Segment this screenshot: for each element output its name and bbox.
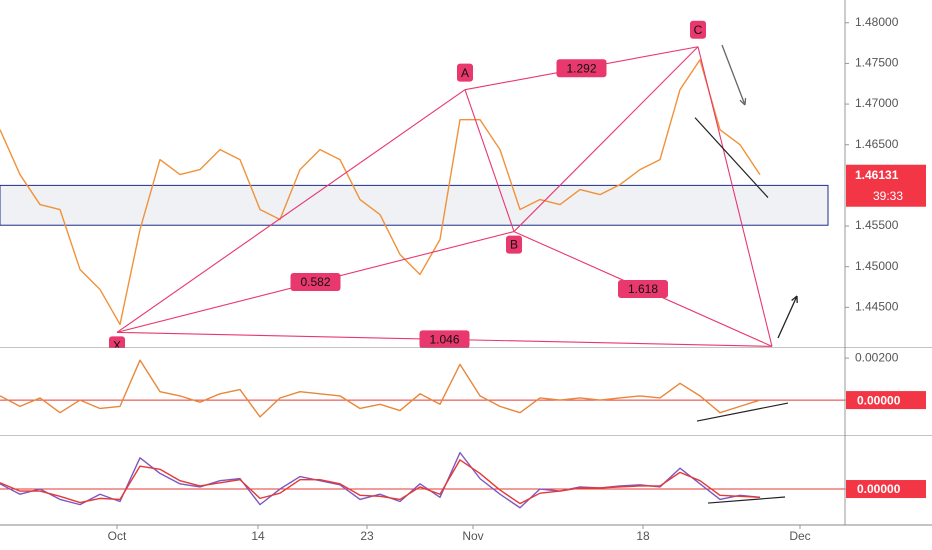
pane-background (0, 348, 932, 436)
series-line (0, 459, 761, 505)
ratio-label: 1.292 (566, 61, 596, 75)
x-tick-label: 18 (636, 529, 650, 543)
zero-label-box (846, 480, 926, 499)
x-tick-label: Nov (462, 529, 483, 543)
point-box (690, 20, 706, 39)
ratio-box (419, 330, 470, 349)
last-price-label: 1.46131 (855, 168, 899, 182)
y-tick-label: 1.48000 (855, 15, 899, 29)
y-tick-label: 0.00200 (855, 350, 899, 364)
series-line (0, 359, 761, 418)
ratio-label: 0.582 (300, 275, 330, 289)
pane-background (0, 436, 932, 525)
pattern-leg (513, 46, 699, 232)
trend-line (707, 496, 786, 504)
y-tick-label: 0.00000 (857, 393, 901, 407)
x-tick-label: Oct (108, 529, 127, 543)
y-tick-label: 1.47500 (855, 56, 899, 70)
arrow (721, 44, 746, 106)
point-label: A (461, 66, 469, 80)
x-tick-label: Dec (789, 529, 810, 543)
x-tick-label: 23 (360, 529, 374, 543)
series-line (0, 59, 761, 326)
x-tick-label: 14 (251, 529, 265, 543)
pattern-leg (697, 46, 773, 347)
y-tick-label: 1.45000 (855, 259, 899, 273)
last-price-box (846, 164, 926, 207)
point-label: B (510, 238, 518, 252)
y-tick-label: 1.44500 (855, 300, 899, 314)
arrow (777, 295, 798, 339)
zone-rectangle (0, 184, 829, 226)
y-tick-label: 1.47000 (855, 96, 899, 110)
ratio-label: 1.618 (628, 282, 658, 296)
pane-background (0, 0, 932, 348)
pattern-leg (464, 89, 515, 232)
point-label: X (113, 339, 121, 353)
series-line (0, 451, 761, 509)
ratio-box (290, 272, 341, 291)
ratio-label: 1.046 (429, 333, 459, 347)
countdown-label: 39:33 (873, 189, 903, 203)
y-tick-label: 1.46500 (855, 137, 899, 151)
arrow-head (791, 295, 798, 304)
point-box (457, 63, 473, 82)
ratio-box (618, 279, 668, 298)
point-label: C (694, 23, 703, 37)
y-tick-label: 0.00000 (857, 482, 901, 496)
point-box (506, 235, 522, 254)
trend-line (694, 117, 769, 198)
zero-label-box (846, 391, 926, 410)
ratio-box (556, 59, 607, 78)
arrow-head (739, 97, 747, 106)
pattern-leg (116, 89, 466, 333)
y-tick-label: 1.45500 (855, 218, 899, 232)
trend-line (696, 402, 789, 422)
